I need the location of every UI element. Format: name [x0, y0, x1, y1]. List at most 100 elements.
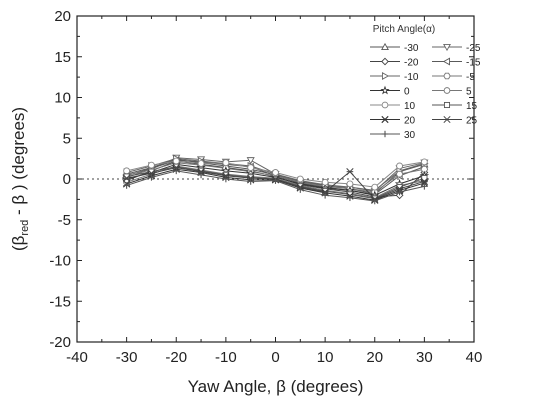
- data-point: [272, 169, 279, 176]
- legend-marker: [380, 85, 390, 95]
- legend-item: -10: [370, 72, 419, 83]
- legend-item: 20: [370, 116, 416, 127]
- legend-marker: [381, 101, 389, 109]
- y-tick-label: 0: [63, 171, 71, 188]
- legend-marker: [442, 57, 451, 66]
- y-axis-title-part-1: (β: [9, 235, 28, 251]
- data-point: [197, 171, 205, 179]
- legend-label: 10: [404, 101, 416, 112]
- data-point: [346, 168, 354, 176]
- series-30: [123, 167, 428, 205]
- x-tick-label: -10: [215, 349, 237, 366]
- y-axis-title-subscript: red: [19, 220, 31, 236]
- legend-item: -15: [432, 58, 481, 69]
- legend-title: Pitch Angle(α): [373, 24, 435, 35]
- legend-label: -5: [466, 72, 475, 83]
- legend-marker: [381, 72, 390, 80]
- data-point: [247, 164, 255, 172]
- legend-label: 20: [404, 116, 416, 127]
- y-tick-label: 5: [63, 130, 71, 147]
- y-tick-label: 10: [54, 90, 71, 107]
- y-tick-label: -20: [49, 334, 71, 351]
- data-point: [420, 165, 429, 173]
- legend-label: -25: [466, 43, 481, 54]
- data-point: [172, 167, 180, 175]
- legend-marker: [443, 115, 451, 124]
- data-point: [123, 182, 130, 189]
- data-point: [122, 174, 131, 182]
- data-point: [222, 175, 230, 183]
- legend-marker: [443, 72, 451, 80]
- legend-item: 0: [370, 85, 410, 98]
- data-point: [148, 161, 155, 169]
- data-point: [321, 178, 329, 186]
- x-tick-label: -20: [165, 349, 187, 366]
- legend-item: -5: [432, 72, 475, 83]
- legend-label: -20: [404, 58, 419, 69]
- y-axis-title-part-2: - β ) (degrees): [9, 107, 28, 220]
- data-point: [346, 180, 354, 188]
- data-point: [420, 177, 429, 186]
- data-point: [395, 170, 404, 178]
- data-point: [123, 167, 131, 175]
- data-point: [421, 183, 428, 190]
- legend-label: 5: [466, 87, 472, 98]
- legend-marker: [381, 42, 389, 51]
- legend-marker: [381, 115, 389, 124]
- legend-label: 30: [404, 130, 416, 141]
- data-point: [321, 192, 329, 199]
- y-tick-label: -5: [58, 212, 71, 229]
- y-tick-label: -15: [49, 293, 71, 310]
- data-point: [172, 157, 180, 165]
- x-tick-label: -40: [66, 349, 88, 366]
- legend-marker: [443, 43, 451, 52]
- data-point: [147, 169, 156, 177]
- legend-item: 5: [432, 87, 472, 98]
- series-layer: [121, 154, 430, 205]
- x-tick-label: 10: [317, 349, 334, 366]
- legend-label: -30: [404, 43, 419, 54]
- data-point: [420, 158, 428, 166]
- data-point: [246, 157, 255, 165]
- legend-marker: [443, 87, 451, 94]
- data-point: [272, 177, 279, 184]
- data-point: [297, 186, 304, 193]
- x-tick-label: 40: [466, 349, 483, 366]
- legend-label: -10: [404, 72, 419, 83]
- legend-marker: [381, 57, 389, 66]
- series-10: [123, 157, 428, 191]
- y-tick-label: -10: [49, 253, 71, 270]
- data-point: [346, 194, 354, 202]
- x-tick-label: 20: [366, 349, 383, 366]
- y-tick-label: 20: [54, 8, 71, 25]
- x-tick-label: 30: [416, 349, 433, 366]
- data-point: [247, 178, 254, 185]
- legend: Pitch Angle(α) -30 -25 -20 -15 -10 -5 0 5 10 15 20…: [370, 24, 481, 141]
- legend-item: -25: [432, 43, 481, 54]
- data-point: [222, 159, 230, 167]
- x-axis-title: Yaw Angle, β (degrees): [188, 377, 364, 396]
- data-point: [371, 197, 379, 205]
- legend-marker: [443, 101, 451, 109]
- legend-label: 15: [466, 101, 478, 112]
- data-point: [396, 188, 403, 196]
- legend-item: 30: [370, 130, 416, 141]
- y-tick-label: 15: [54, 49, 71, 66]
- legend-label: 25: [466, 116, 478, 127]
- data-point: [148, 174, 155, 181]
- data-point: [123, 173, 130, 180]
- axes: -40 -30 -20 -10 0 10 20 30 40 -20 -15 -10 -5 0 5 10 15 20: [49, 8, 482, 366]
- data-point: [296, 175, 304, 183]
- legend-item: -20: [370, 58, 419, 69]
- legend-item: 15: [432, 101, 478, 112]
- x-tick-label: 0: [271, 349, 279, 366]
- legend-item: -30: [370, 42, 419, 54]
- y-axis-title: (βred - β ) (degrees): [9, 107, 31, 251]
- data-point: [197, 160, 205, 167]
- data-point: [371, 183, 379, 191]
- data-point: [396, 162, 403, 170]
- legend-marker: [381, 130, 389, 138]
- legend-item: 10: [370, 101, 416, 112]
- legend-item: 25: [432, 116, 478, 127]
